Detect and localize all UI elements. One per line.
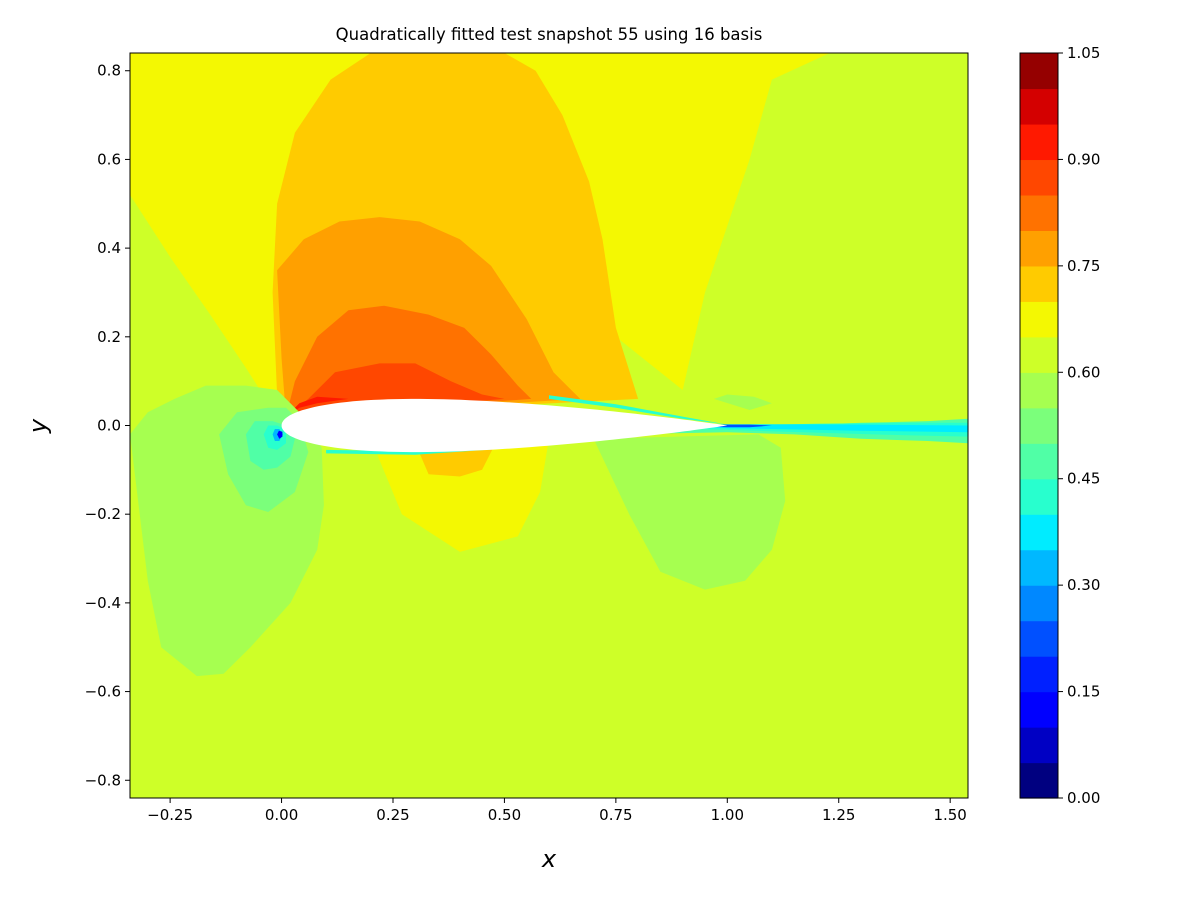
x-tick-label: 0.25 <box>376 806 409 824</box>
colorbar-level <box>1020 514 1058 551</box>
x-axis: −0.25 0.00 0.25 0.50 0.75 1.00 1.25 1.50 <box>147 798 967 824</box>
colorbar-level <box>1020 265 1058 302</box>
contour-region-1 <box>370 438 549 552</box>
colorbar-level <box>1020 478 1058 515</box>
y-tick-label: 0.2 <box>97 328 121 346</box>
y-tick-label: −0.2 <box>85 505 121 523</box>
y-tick-label: 0.4 <box>97 239 121 257</box>
x-tick-label: 1.50 <box>933 806 966 824</box>
colorbar-frame <box>1019 52 1059 799</box>
colorbar-level <box>1020 336 1058 373</box>
colorbar-tick-label: 0.30 <box>1067 576 1100 594</box>
airfoil-shape <box>281 398 728 453</box>
colorbar-level <box>1020 230 1058 267</box>
colorbar-tick-label: 0.90 <box>1067 150 1100 168</box>
colorbar-level <box>1020 727 1058 764</box>
colorbar-level <box>1020 691 1058 728</box>
x-axis-label: x <box>541 845 557 873</box>
colorbar-level <box>1020 762 1058 799</box>
colorbar-level <box>1020 194 1058 231</box>
colorbar-level <box>1020 159 1058 196</box>
y-tick-label: 0.6 <box>97 150 121 168</box>
y-tick-label: 0.0 <box>97 417 121 435</box>
colorbar-tick-label: 0.45 <box>1067 470 1100 488</box>
contour-region-9 <box>593 434 786 590</box>
y-axis: −0.8 −0.6 −0.4 −0.2 0.0 0.2 0.4 0.6 0.8 <box>85 62 130 789</box>
colorbar: 0.00 0.15 0.30 0.45 0.60 0.75 0.90 1.05 <box>1019 44 1100 807</box>
x-tick-label: −0.25 <box>147 806 193 824</box>
y-tick-label: 0.8 <box>97 62 121 80</box>
colorbar-level <box>1020 585 1058 622</box>
contour-region-22 <box>549 395 728 425</box>
y-axis-label: y <box>24 418 52 434</box>
colorbar-tick-label: 1.05 <box>1067 44 1100 62</box>
contour-region-10 <box>713 394 772 410</box>
y-tick-label: −0.8 <box>85 771 121 789</box>
colorbar-level <box>1020 656 1058 693</box>
colorbar-level <box>1020 123 1058 161</box>
y-tick-label: −0.4 <box>85 594 121 612</box>
y-tick-label: −0.6 <box>85 683 121 701</box>
colorbar-level <box>1020 443 1058 480</box>
colorbar-level <box>1020 620 1058 657</box>
plot-area <box>129 52 969 799</box>
colorbar-level <box>1020 88 1058 125</box>
colorbar-tick-label: 0.60 <box>1067 363 1100 381</box>
x-tick-label: 0.75 <box>599 806 632 824</box>
x-tick-label: 0.00 <box>265 806 298 824</box>
colorbar-level <box>1020 549 1058 586</box>
contour-layers <box>130 53 968 677</box>
contour-region-7 <box>286 396 349 417</box>
contour-region-15 <box>277 430 283 439</box>
x-tick-label: 1.25 <box>822 806 855 824</box>
colorbar-level <box>1020 53 1058 90</box>
colorbar-tick-label: 0.00 <box>1067 789 1100 807</box>
chart-title: Quadratically fitted test snapshot 55 us… <box>336 25 763 44</box>
colorbar-level <box>1020 372 1058 409</box>
colorbar-tick-label: 0.75 <box>1067 257 1100 275</box>
colorbar-level <box>1020 301 1058 338</box>
colorbar-level <box>1020 407 1058 444</box>
x-tick-label: 0.50 <box>488 806 521 824</box>
colorbar-tick-label: 0.15 <box>1067 683 1100 701</box>
x-tick-label: 1.00 <box>711 806 744 824</box>
